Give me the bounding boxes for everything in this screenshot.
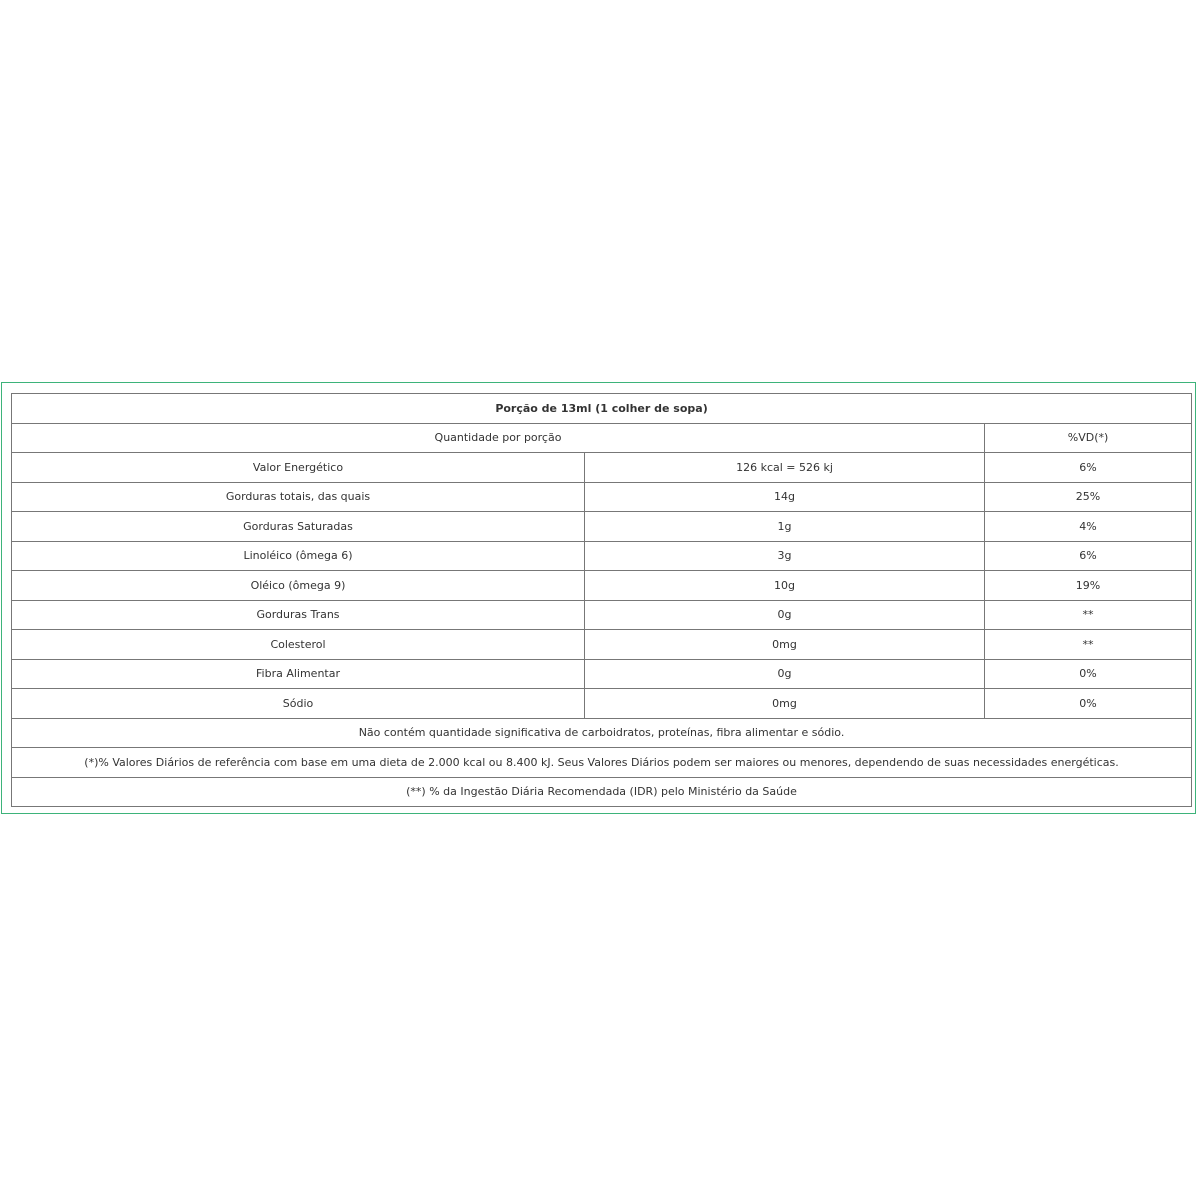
nutrient-name: Sódio [11,688,585,719]
table-row: Gorduras Trans 0g ** [11,599,1193,630]
table-row: Oléico (ômega 9) 10g 19% [11,570,1193,601]
nutrient-amount: 14g [584,481,985,512]
note-row: Não contém quantidade significativa de c… [10,717,1193,748]
footnote: (*)% Valores Diários de referência com b… [10,747,1193,778]
nutrient-vd: ** [983,599,1193,630]
nutrient-name: Gorduras totais, das quais [11,481,585,512]
nutrient-vd: 0% [983,688,1193,719]
footnote: (**) % da Ingestão Diária Recomendada (I… [10,776,1193,807]
nutrient-amount: 10g [584,570,985,601]
nutrient-amount: 0g [584,599,985,630]
title-row: Porção de 13ml (1 colher de sopa) [10,393,1193,424]
nutrition-table: Porção de 13ml (1 colher de sopa) Quanti… [10,393,1193,807]
nutrition-facts-frame: Porção de 13ml (1 colher de sopa) Quanti… [1,382,1196,814]
nutrient-name: Colesterol [11,629,585,660]
nutrient-amount: 1g [584,511,985,542]
nutrient-amount: 3g [584,540,985,571]
vd-header: %VD(*) [983,422,1193,453]
nutrient-vd: 4% [983,511,1193,542]
nutrient-vd: 6% [983,452,1193,483]
nutrient-name: Fibra Alimentar [11,658,585,689]
nutrient-name: Gorduras Trans [11,599,585,630]
table-row: Valor Energético 126 kcal = 526 kj 6% [11,452,1193,483]
table-row: Gorduras Saturadas 1g 4% [11,511,1193,542]
nutrient-name: Gorduras Saturadas [11,511,585,542]
note-row: (*)% Valores Diários de referência com b… [10,747,1193,778]
footnote: Não contém quantidade significativa de c… [10,717,1193,748]
nutrient-vd: ** [983,629,1193,660]
nutrient-name: Valor Energético [11,452,585,483]
table-row: Sódio 0mg 0% [11,688,1193,719]
portion-title: Porção de 13ml (1 colher de sopa) [10,393,1193,424]
table-row: Fibra Alimentar 0g 0% [11,658,1193,689]
quantity-header: Quantidade por porção [11,422,985,453]
nutrient-amount: 0mg [584,688,985,719]
table-row: Linoléico (ômega 6) 3g 6% [11,540,1193,571]
nutrient-name: Linoléico (ômega 6) [11,540,585,571]
header-row: Quantidade por porção %VD(*) [11,422,1193,453]
nutrient-vd: 6% [983,540,1193,571]
nutrient-amount: 126 kcal = 526 kj [584,452,985,483]
nutrient-vd: 25% [983,481,1193,512]
table-row: Gorduras totais, das quais 14g 25% [11,481,1193,512]
nutrient-name: Oléico (ômega 9) [11,570,585,601]
nutrient-vd: 19% [983,570,1193,601]
note-row: (**) % da Ingestão Diária Recomendada (I… [10,776,1193,807]
nutrient-vd: 0% [983,658,1193,689]
nutrient-amount: 0mg [584,629,985,660]
nutrient-amount: 0g [584,658,985,689]
table-row: Colesterol 0mg ** [11,629,1193,660]
